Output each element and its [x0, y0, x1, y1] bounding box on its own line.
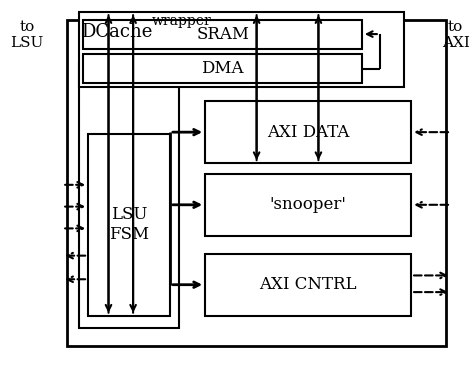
- Bar: [67, 19, 447, 347]
- Text: AXI DATA: AXI DATA: [267, 124, 349, 141]
- Text: to
AXI: to AXI: [442, 19, 470, 50]
- Bar: [79, 63, 179, 328]
- Bar: [83, 54, 362, 83]
- Bar: [88, 134, 170, 315]
- Text: DMA: DMA: [201, 60, 244, 77]
- Bar: [205, 174, 411, 236]
- Text: SRAM: SRAM: [196, 26, 249, 42]
- Bar: [83, 19, 362, 49]
- Text: LSU
FSM: LSU FSM: [109, 206, 149, 243]
- Bar: [205, 101, 411, 163]
- Text: 'snooper': 'snooper': [270, 196, 346, 213]
- Text: wrapper: wrapper: [152, 14, 211, 28]
- Text: to
LSU: to LSU: [10, 19, 44, 50]
- Text: DCache: DCache: [81, 23, 152, 41]
- Bar: [79, 12, 404, 87]
- Text: AXI CNTRL: AXI CNTRL: [259, 276, 357, 293]
- Bar: [205, 254, 411, 315]
